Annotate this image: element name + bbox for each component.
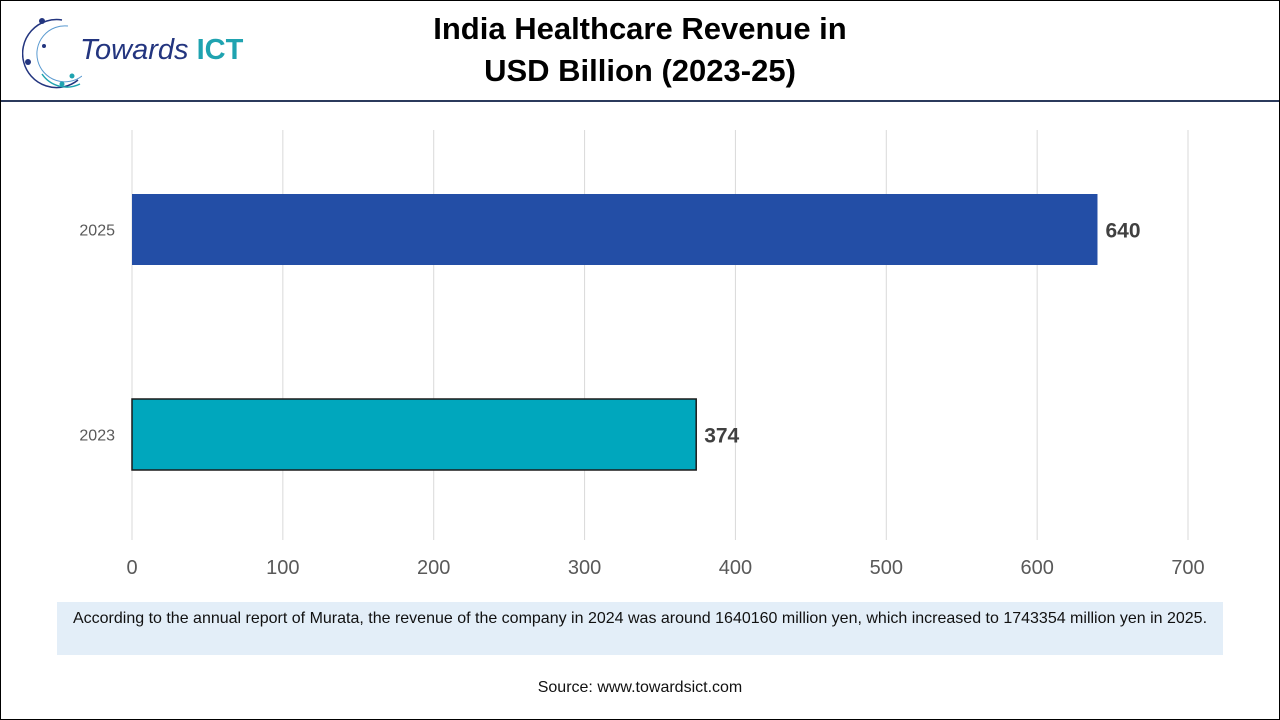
y-tick-label: 2025 — [79, 223, 115, 240]
x-tick-label: 100 — [266, 557, 299, 579]
logo-orbit-icon — [21, 18, 83, 89]
x-tick-label: 0 — [126, 557, 137, 579]
x-tick-label: 200 — [417, 557, 450, 579]
data-label: 374 — [704, 425, 739, 448]
data-label: 640 — [1105, 220, 1140, 243]
x-tick-label: 700 — [1171, 557, 1204, 579]
logo-text: Towards — [80, 34, 189, 66]
bar-chart: 0 100 200 300 400 500 600 700 2025 640 2023 374 — [79, 130, 1205, 579]
x-tick-label: 300 — [568, 557, 601, 579]
x-tick-label: 400 — [719, 557, 752, 579]
bar-2023 — [131, 398, 697, 471]
title-line2: USD Billion (2023-25) — [484, 53, 796, 88]
x-tick-label: 500 — [870, 557, 903, 579]
logo: Towards ICT — [21, 14, 243, 90]
y-tick-label: 2023 — [79, 428, 115, 445]
title-line1: India Healthcare Revenue in — [433, 11, 847, 46]
bar-2025 — [132, 194, 1098, 265]
chart-title: India Healthcare Revenue in USD Billion (… — [380, 8, 900, 92]
source: Source: www.towardsict.com — [537, 679, 743, 696]
header-divider — [1, 100, 1279, 102]
logo-accent: ICT — [196, 34, 244, 66]
x-tick-label: 600 — [1020, 557, 1053, 579]
caption: According to the annual report of Murata… — [57, 602, 1223, 655]
